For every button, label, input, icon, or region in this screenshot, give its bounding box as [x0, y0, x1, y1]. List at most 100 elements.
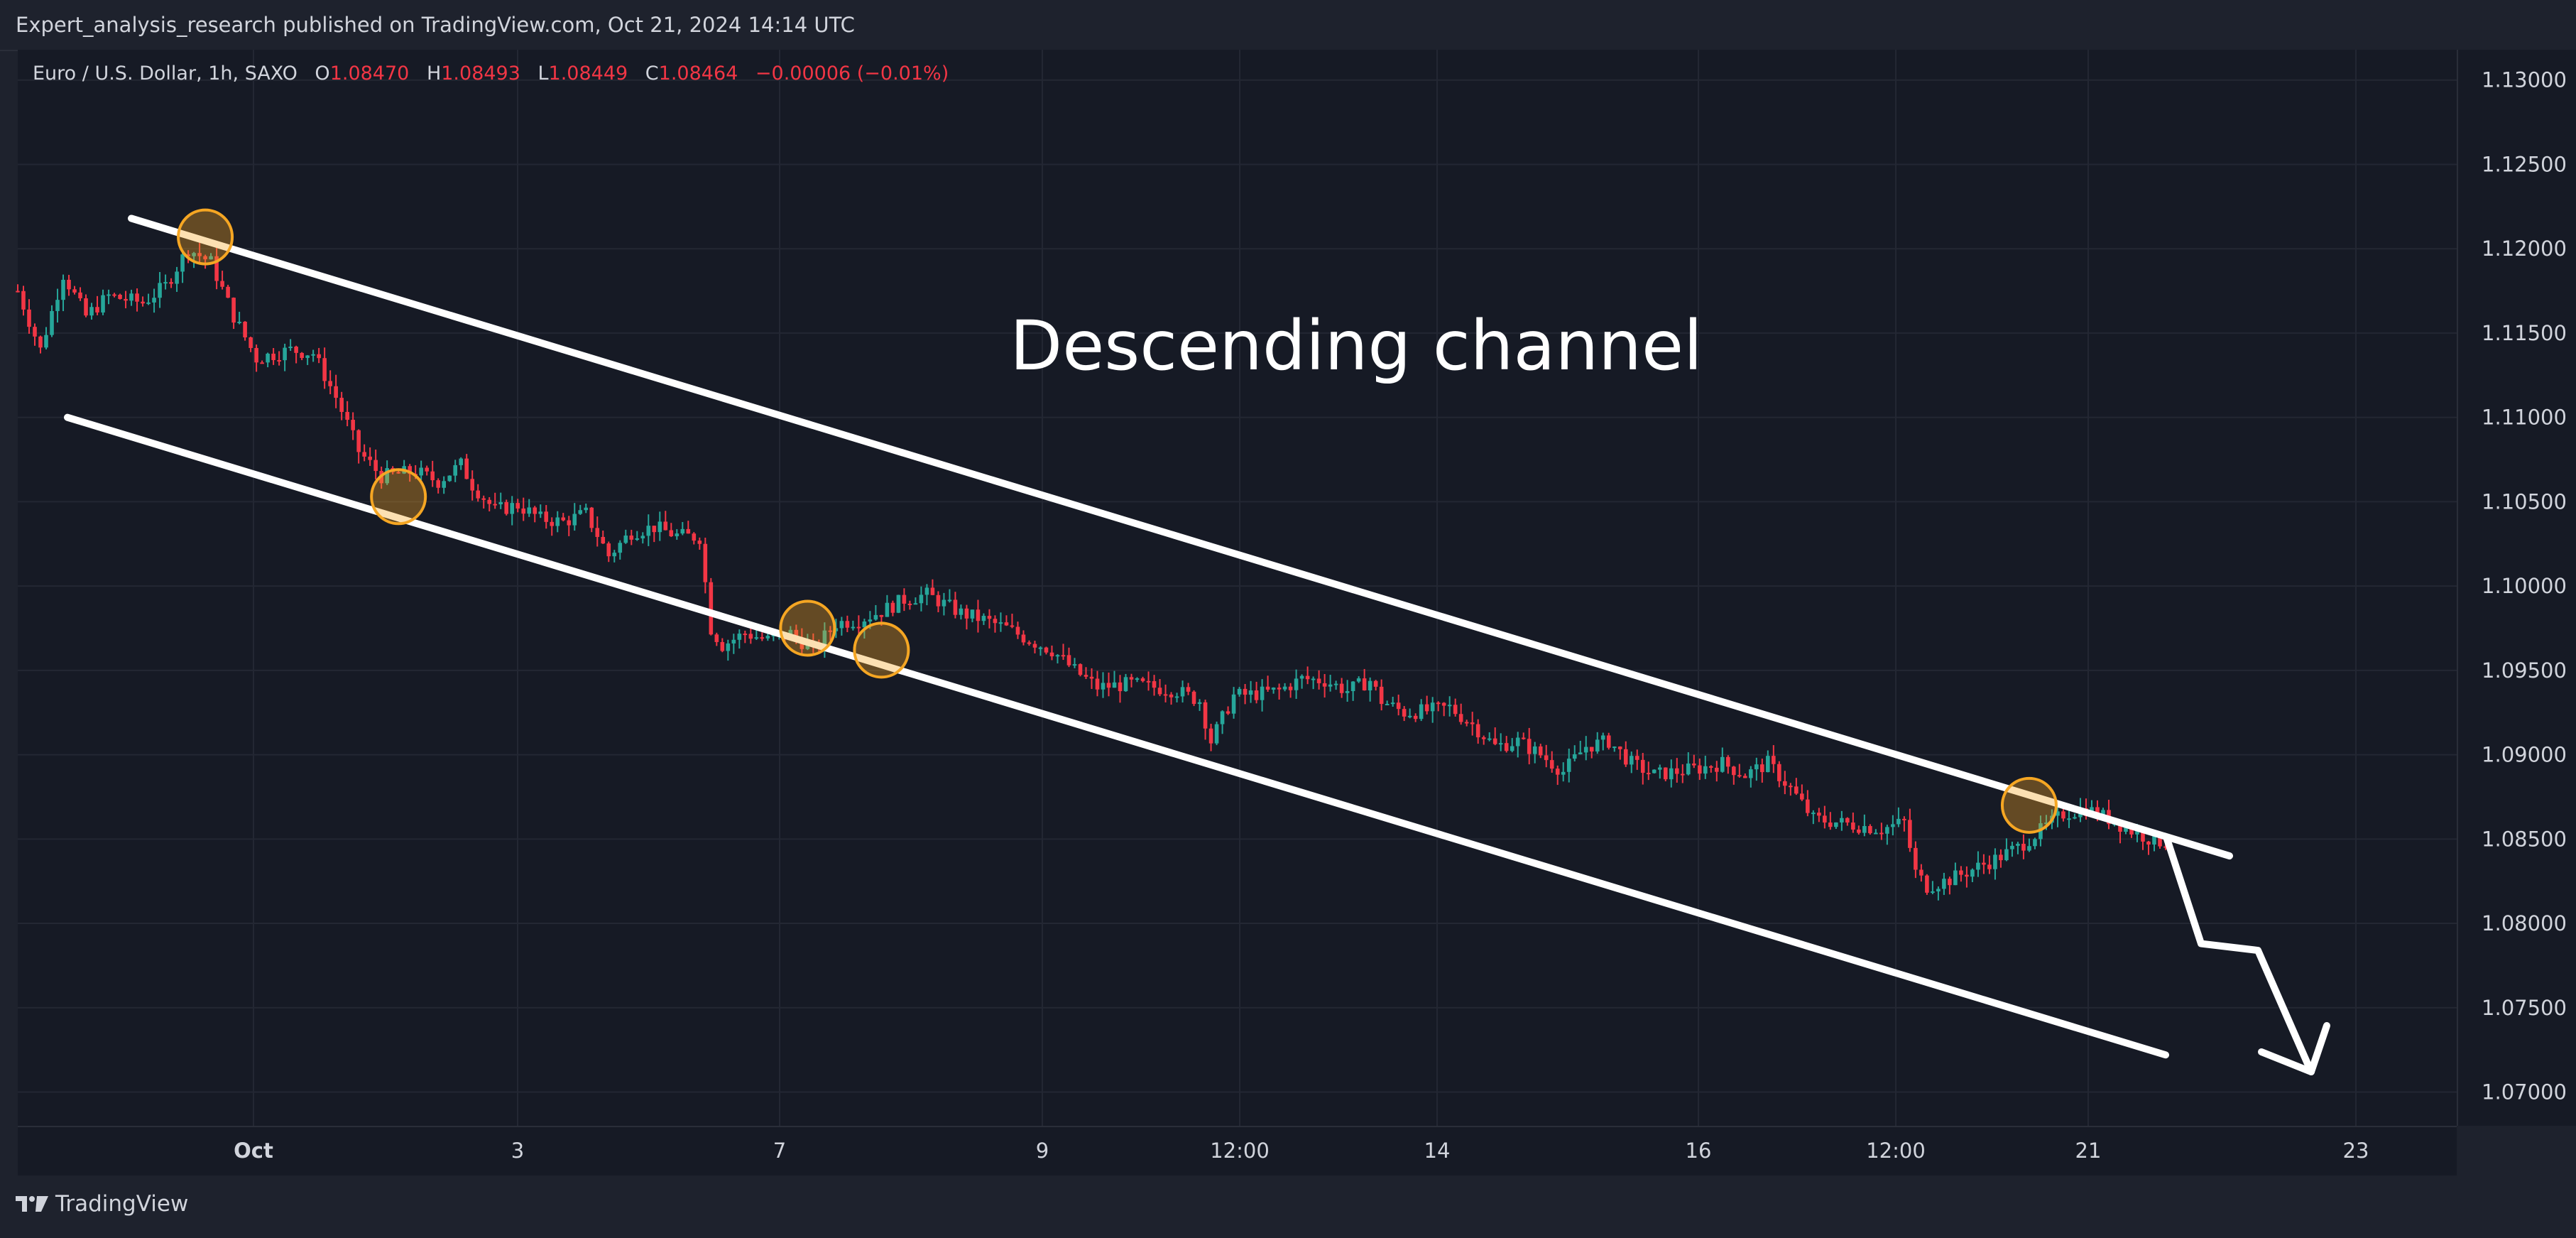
candle-body: [260, 362, 264, 364]
time-tick-label: 9: [1036, 1139, 1049, 1163]
candle-body: [1953, 870, 1958, 886]
candle-body: [1277, 688, 1282, 690]
candle-body: [567, 520, 572, 526]
candle-body: [2056, 811, 2060, 816]
candle-body: [1379, 686, 1384, 705]
candle-body: [141, 301, 145, 304]
candle-body: [1857, 829, 1861, 833]
candle-body: [1447, 705, 1452, 707]
candle-body: [930, 587, 935, 595]
candle-body: [118, 295, 122, 299]
candle-body: [640, 536, 645, 538]
candle-body: [1896, 818, 1901, 825]
candle-body: [1157, 688, 1162, 695]
publisher-text: Expert_analysis_research published on Tr…: [16, 13, 855, 37]
price-tick-label: 1.13000: [2482, 68, 2567, 92]
candle-body: [862, 621, 867, 628]
candle-body: [1027, 642, 1032, 644]
candle-body: [220, 281, 224, 287]
change-value: −0.00006 (−0.01%): [755, 63, 949, 85]
candle-body: [578, 510, 583, 514]
candle-body: [527, 507, 532, 514]
candle-body: [1754, 764, 1759, 770]
candle-body: [493, 504, 498, 506]
candle-body: [942, 599, 946, 607]
candle-body: [175, 271, 179, 284]
candle-body: [2010, 845, 2014, 849]
candle-body: [180, 254, 185, 272]
touch-point-marker: [2000, 776, 2058, 834]
price-tick-label: 1.12000: [2482, 237, 2567, 261]
candle-body: [419, 467, 423, 476]
time-axis[interactable]: [18, 1126, 2457, 1177]
candle-body: [1766, 756, 1770, 773]
candle-body: [1504, 743, 1509, 751]
candle-body: [646, 526, 651, 536]
candle-body: [1606, 735, 1611, 748]
candle-body: [351, 420, 355, 430]
candle-body: [254, 347, 258, 363]
candle-body: [1783, 781, 1787, 786]
candle-body: [1458, 714, 1463, 722]
chart-pane[interactable]: [18, 50, 2457, 1126]
candle-body: [2163, 846, 2168, 848]
candle-body: [487, 499, 492, 504]
candle-body: [2016, 843, 2020, 846]
price-tick-label: 1.07000: [2482, 1080, 2567, 1104]
symbol-name[interactable]: Euro / U.S. Dollar, 1h, SAXO: [33, 63, 298, 85]
symbol-legend: Euro / U.S. Dollar, 1h, SAXO O1.08470 H1…: [33, 63, 949, 85]
candle-body: [1834, 822, 1838, 827]
candle-body: [1299, 675, 1304, 679]
candle-body: [873, 614, 878, 620]
candle-body: [1617, 746, 1622, 749]
candle-body: [1038, 647, 1043, 649]
candle-body: [1612, 746, 1617, 749]
price-axis[interactable]: [2457, 50, 2576, 1126]
chart-grid: [18, 50, 2457, 1126]
candle-body: [112, 294, 116, 296]
candle-body: [697, 541, 702, 544]
channel-lower-line: [64, 413, 2169, 1059]
candle-body: [294, 347, 298, 353]
candle-body: [300, 352, 304, 358]
candle-body: [1600, 735, 1605, 740]
candle-body: [1993, 854, 1997, 869]
candle-body: [1629, 756, 1634, 765]
candle-body: [1152, 681, 1157, 688]
price-tick-label: 1.08000: [2482, 911, 2567, 935]
candle-body: [618, 543, 623, 553]
high-value: 1.08493: [441, 63, 520, 85]
candle-body: [1840, 818, 1844, 822]
candle-body: [1708, 766, 1713, 768]
candle-body: [1583, 746, 1588, 753]
candle-body: [1544, 755, 1549, 761]
candle-body: [851, 626, 856, 629]
candle-body: [1101, 683, 1106, 690]
candle-body: [1879, 832, 1884, 835]
candle-body: [396, 472, 400, 474]
candle-body: [1044, 647, 1049, 653]
touch-point-marker: [370, 468, 427, 526]
close-value: 1.08464: [658, 63, 738, 85]
candle-body: [890, 602, 895, 613]
candle-body: [1231, 694, 1236, 714]
candle-body: [703, 543, 708, 582]
candle-body: [1845, 818, 1850, 823]
candle-body: [879, 614, 884, 617]
candle-body: [1691, 763, 1696, 766]
candle-body: [1362, 678, 1367, 691]
time-tick-label: 12:00: [1210, 1139, 1270, 1163]
candle-body: [44, 335, 48, 348]
candle-body: [726, 643, 731, 651]
candle-body: [2101, 810, 2105, 818]
tradingview-brand[interactable]: TradingView: [16, 1191, 188, 1217]
price-tick-label: 1.11000: [2482, 406, 2567, 430]
candle-body: [1390, 702, 1395, 705]
candle-body: [1095, 678, 1100, 690]
candle-body: [1260, 686, 1265, 700]
time-tick-label: 7: [773, 1139, 786, 1163]
candle-body: [765, 636, 770, 639]
candle-body: [1936, 889, 1941, 892]
candle-body: [1510, 746, 1515, 751]
